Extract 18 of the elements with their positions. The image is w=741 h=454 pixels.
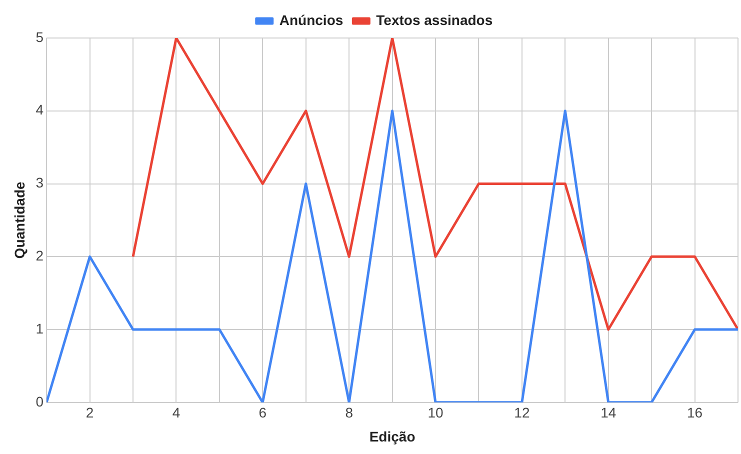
x-axis-title: Edição: [369, 428, 416, 444]
y-tick-label: 3: [36, 174, 44, 191]
y-tick-label: 0: [36, 393, 44, 410]
x-tick-label: 6: [258, 404, 267, 421]
x-tick-label: 4: [172, 404, 180, 421]
x-tick-label: 12: [514, 404, 530, 421]
y-tick-label: 1: [36, 320, 44, 336]
y-tick-label: 5: [36, 28, 44, 45]
x-tick-label: 10: [428, 404, 444, 421]
legend-label: Textos assinados: [376, 12, 493, 28]
legend-label: Anúncios: [279, 12, 344, 28]
y-axis-title: Quantidade: [11, 181, 28, 259]
x-tick-label: 8: [345, 404, 354, 421]
y-tick-label: 4: [36, 102, 44, 118]
y-tick-label: 2: [36, 248, 44, 264]
x-tick-label: 16: [687, 404, 703, 421]
x-tick-label: 2: [86, 404, 94, 421]
x-tick-label: 14: [600, 404, 616, 421]
